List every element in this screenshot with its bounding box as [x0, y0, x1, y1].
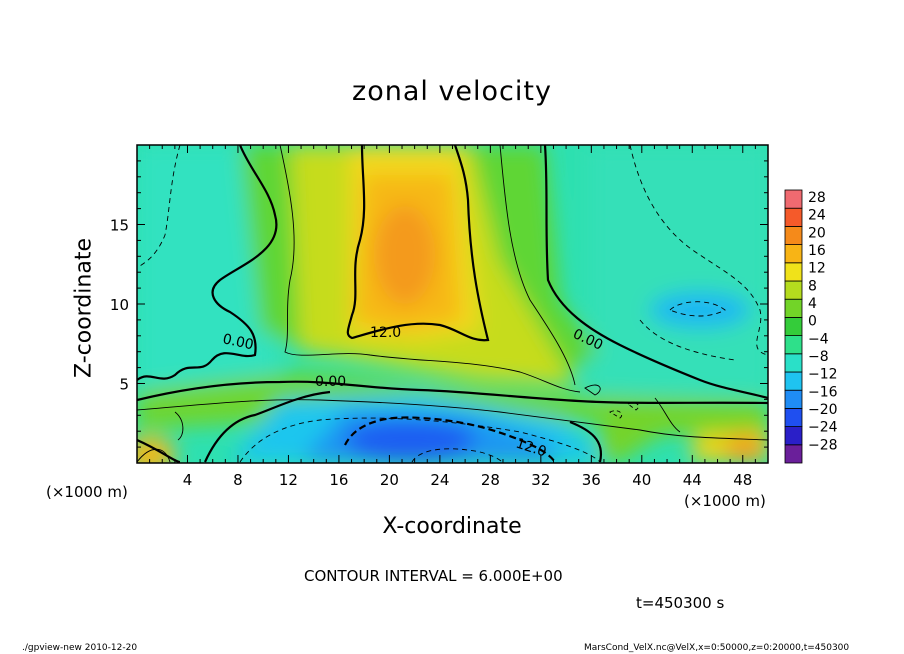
contour-label: 0.00: [221, 331, 255, 353]
x-tick-label: 16: [329, 471, 348, 489]
colorbar-swatch: [784, 426, 803, 446]
y-tick-label: 15: [110, 217, 129, 235]
colorbar-swatch: [784, 407, 803, 427]
colorbar-swatch: [784, 207, 803, 227]
colorbar-swatch: [784, 335, 803, 355]
x-tick-label: 12: [279, 471, 298, 489]
colorbar-label: 24: [808, 208, 826, 224]
colorbar-label: 0: [808, 314, 817, 330]
zero-contour-lower-right: [569, 420, 603, 463]
zero-contour-lower-left: [137, 390, 331, 463]
contour-interval-text: CONTOUR INTERVAL = 6.000E+00: [304, 567, 563, 585]
time-label: t=450300 s: [636, 594, 725, 612]
negative-12-contour: [344, 416, 556, 463]
colorbar-swatch: [784, 298, 803, 318]
colorbar-label: −20: [808, 402, 838, 418]
x-tick-label: 20: [380, 471, 399, 489]
y-tick-label: 10: [110, 296, 129, 314]
x-tick-label: 36: [582, 471, 601, 489]
contour-label: 12.0: [370, 325, 401, 341]
colorbar-label: −24: [808, 420, 838, 436]
x-tick-label: 28: [481, 471, 500, 489]
x-tick-label: 48: [733, 471, 752, 489]
colorbar-label: 8: [808, 278, 817, 294]
colorbar-label: −12: [808, 367, 838, 383]
colorbar-label: 4: [808, 296, 817, 312]
x-axis-label: X-coordinate: [382, 514, 522, 539]
colorbar-label: 16: [808, 243, 826, 259]
zero-contour-left: [137, 145, 278, 381]
colorbar-swatch: [784, 262, 803, 282]
jet-12-contour: [346, 145, 490, 342]
y-tick-label: 5: [119, 376, 129, 394]
x-tick-label: 32: [531, 471, 550, 489]
zero-contour-middle: [137, 380, 768, 405]
colorbar-label: −8: [808, 349, 829, 365]
colorbar-swatch: [784, 225, 803, 245]
contour-lines: [137, 145, 768, 463]
x-tick-label: 8: [233, 471, 243, 489]
footer-right: MarsCond_VelX.nc@VelX,x=0:50000,z=0:2000…: [584, 643, 850, 653]
footer-left: ./gpview-new 2010-12-20: [22, 643, 138, 653]
colorbar-swatch: [784, 371, 803, 391]
x-unit-label: (×1000 m): [46, 483, 128, 501]
colorbar-label: 28: [808, 190, 826, 206]
colorbar-label: −16: [808, 384, 838, 400]
colorbar-label: 20: [808, 225, 826, 241]
x-tick-label: 4: [183, 471, 193, 489]
x-unit-label-right: (×1000 m): [684, 492, 766, 510]
colorbar-swatch: [784, 316, 803, 336]
chart-title: zonal velocity: [352, 76, 552, 107]
y-axis-label: Z-coordinate: [71, 238, 97, 378]
colorbar-label: 12: [808, 261, 826, 277]
x-tick-label: 44: [683, 471, 702, 489]
x-tick-label: 40: [632, 471, 651, 489]
contour-label: 0.00: [315, 374, 346, 390]
colorbar-label: −28: [808, 437, 838, 453]
heatmap-field: [137, 145, 768, 463]
zero-contour-right: [543, 145, 768, 400]
colorbar-swatch: [784, 353, 803, 373]
colorbar-label: −4: [808, 331, 829, 347]
colorbar-swatch: [784, 444, 803, 464]
colorbar-swatch: [784, 389, 803, 409]
colorbar-swatch: [784, 189, 803, 209]
colorbar-swatch: [784, 244, 803, 264]
x-tick-label: 24: [430, 471, 449, 489]
colorbar-swatch: [784, 280, 803, 300]
